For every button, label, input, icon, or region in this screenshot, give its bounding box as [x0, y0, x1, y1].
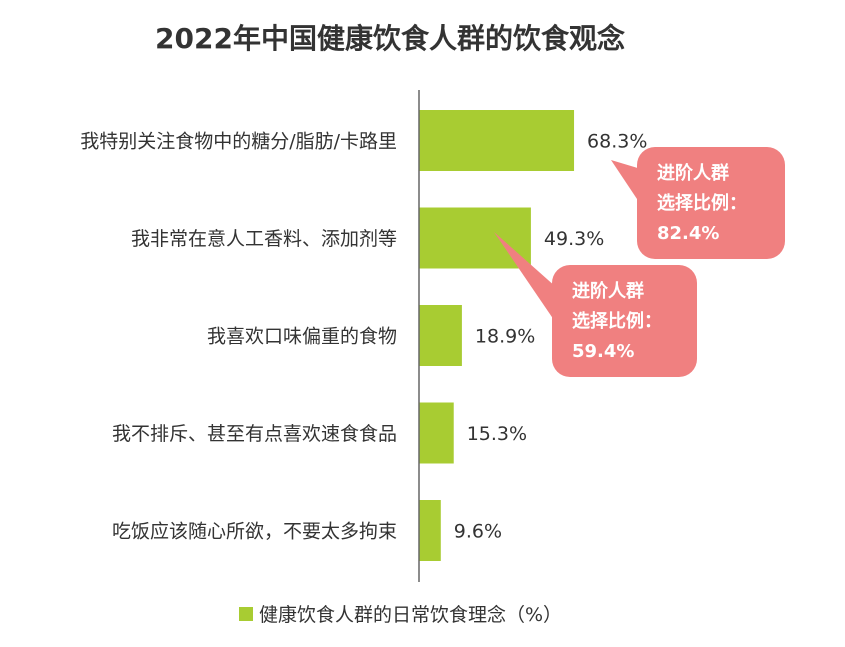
category-labels: 我特别关注食物中的糖分/脂肪/卡路里我非常在意人工香料、添加剂等我喜欢口味偏重的… [80, 131, 397, 543]
category-label-4: 吃饭应该随心所欲，不要太多拘束 [112, 521, 397, 543]
callout-box-1 [552, 265, 697, 377]
value-label-0: 68.3% [587, 131, 647, 153]
value-label-4: 9.6% [454, 521, 502, 543]
callout-box-0 [637, 147, 785, 259]
callout-text-1-2: 59.4% [572, 341, 634, 362]
value-label-1: 49.3% [544, 228, 604, 250]
callout-pointer-1 [494, 232, 556, 323]
callout-text-0-1: 选择比例： [657, 192, 747, 214]
category-label-2: 我喜欢口味偏重的食物 [207, 326, 397, 348]
chart-title: 2022年中国健康饮食人群的饮食观念 [155, 22, 625, 55]
value-label-3: 15.3% [467, 423, 527, 445]
bar-2 [419, 305, 462, 366]
legend: 健康饮食人群的日常饮食理念（%） [239, 603, 562, 626]
callout-text-0-2: 82.4% [657, 223, 719, 244]
callout-text-0-0: 进阶人群 [657, 162, 729, 184]
value-label-2: 18.9% [475, 326, 535, 348]
bar-3 [419, 402, 454, 464]
legend-swatch [239, 607, 253, 621]
bar-4 [419, 500, 441, 561]
callout-pointer-0 [611, 160, 641, 205]
callout-text-1-1: 选择比例： [572, 310, 662, 332]
callout-text-1-0: 进阶人群 [572, 280, 644, 302]
category-label-0: 我特别关注食物中的糖分/脂肪/卡路里 [80, 131, 397, 153]
value-labels: 68.3% 49.3% 18.9% 15.3% 9.6% [454, 131, 648, 543]
legend-label: 健康饮食人群的日常饮食理念（%） [259, 603, 562, 626]
category-label-3: 我不排斥、甚至有点喜欢速食食品 [112, 423, 397, 445]
category-label-1: 我非常在意人工香料、添加剂等 [131, 228, 397, 250]
bars-group [419, 110, 575, 561]
bar-0 [419, 110, 575, 171]
